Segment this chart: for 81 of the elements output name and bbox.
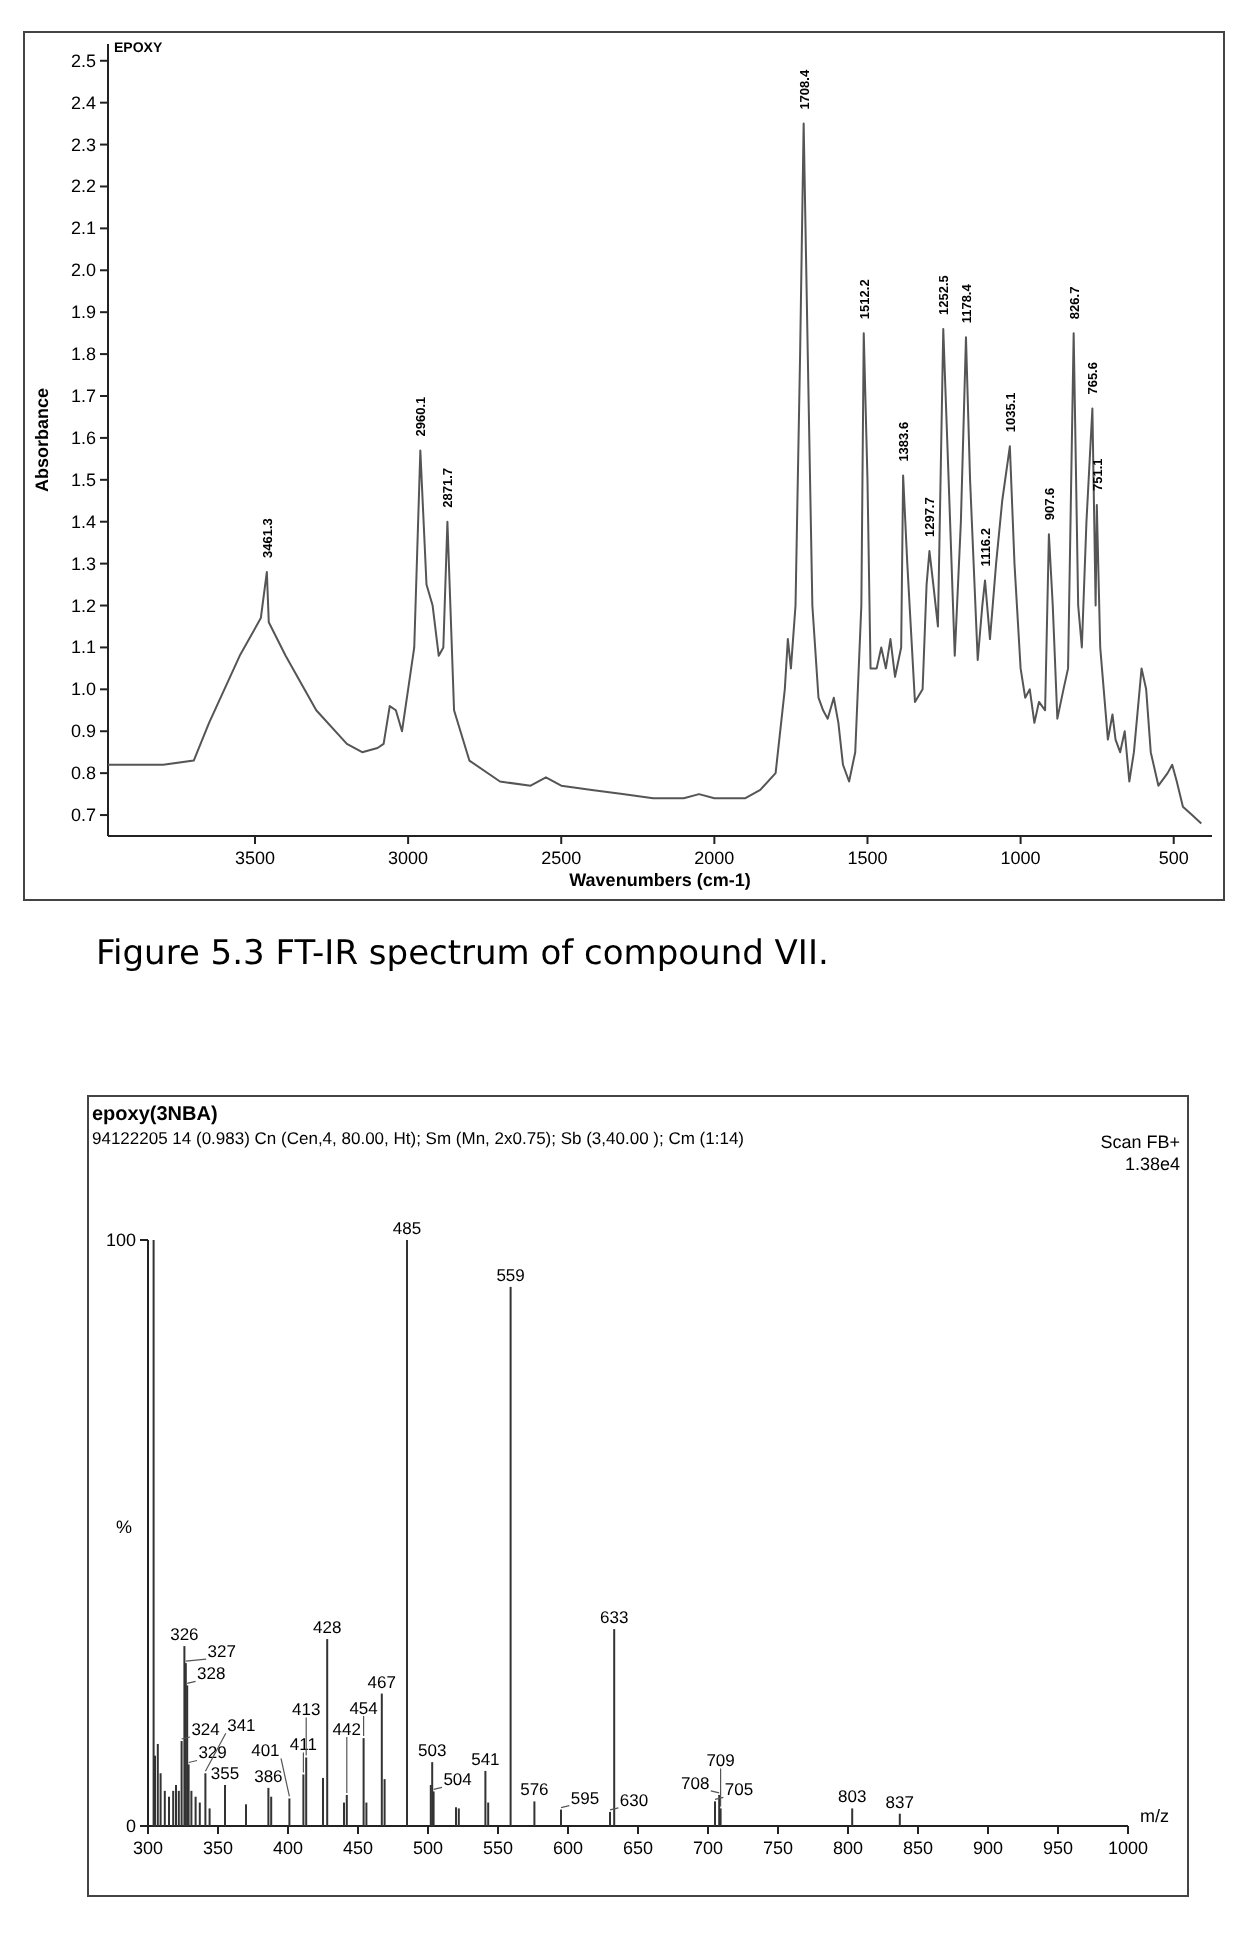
x-tick-label: 3500 — [234, 848, 276, 868]
y-tick-label: 2.5 — [70, 50, 96, 71]
x-tick-label: 750 — [762, 1838, 794, 1858]
x-tick-label: 1000 — [1000, 848, 1041, 868]
annotation: 576 — [520, 1779, 550, 1800]
x-tick-label: 700 — [692, 1838, 724, 1858]
annotation: 401 — [251, 1740, 281, 1761]
annotation: 559 — [496, 1264, 526, 1285]
y-tick-label: 1.9 — [70, 302, 96, 323]
x-tick-label: 950 — [1042, 1838, 1074, 1858]
annotation: 503 — [418, 1740, 447, 1761]
x-tick-label: 800 — [832, 1838, 864, 1858]
y-tick-label: 1.0 — [70, 679, 96, 700]
x-tick-label: 900 — [972, 1838, 1004, 1858]
annotation: 705 — [724, 1779, 754, 1800]
x-axis-title: Wavenumbers (cm-1) — [569, 870, 751, 890]
x-tick-label: 1000 — [1107, 1838, 1149, 1858]
x-tick-label: 500 — [412, 1838, 444, 1858]
y-tick-label: 1.2 — [70, 595, 96, 616]
annotation: 467 — [367, 1671, 397, 1692]
chart-title: epoxy(3NBA) — [92, 1104, 218, 1126]
text: 1.38e4 — [1124, 1154, 1180, 1174]
annotation: 709 — [706, 1750, 736, 1771]
y-tick-label: 0 — [125, 1816, 136, 1836]
y-axis-title: Absorbance — [32, 387, 52, 493]
y-tick-label: 1.8 — [70, 344, 96, 365]
annotation: 837 — [885, 1791, 915, 1812]
x-tick-label: 600 — [552, 1838, 584, 1858]
y-tick-label: 0.9 — [70, 721, 96, 742]
y-tick-label: 1.7 — [70, 386, 96, 406]
annotation: 355 — [210, 1762, 240, 1783]
annotation: 595 — [570, 1787, 600, 1808]
x-tick-label: 850 — [902, 1838, 934, 1858]
annotation: 411 — [289, 1734, 318, 1755]
annotation: 803 — [838, 1786, 867, 1807]
y-tick-label: 100 — [105, 1230, 136, 1250]
x-tick-label: 450 — [342, 1838, 374, 1858]
y-tick-label: 0.7 — [70, 805, 96, 826]
x-tick-label: 550 — [482, 1838, 514, 1858]
chart-subtitle: 94122205 14 (0.983) Cn (Cen,4, 80.00, Ht); Sm (Mn, 2x0.75); Sb (3,40.00 ); Cm (1:14) — [92, 1128, 745, 1148]
x-tick-label: 500 — [1158, 848, 1189, 868]
y-tick-label: 1.6 — [70, 427, 96, 448]
y-tick-label: 2.4 — [70, 92, 96, 113]
x-tick-label: 400 — [272, 1838, 304, 1858]
annotation: 504 — [443, 1769, 473, 1790]
x-tick-label: 350 — [202, 1838, 234, 1858]
annotation: 541 — [471, 1748, 501, 1769]
y-tick-label: 1.1 — [70, 637, 96, 658]
annotation: 485 — [392, 1218, 422, 1238]
annotation: 327 — [207, 1641, 237, 1662]
x-tick-label: 1500 — [847, 848, 888, 868]
y-tick-label: 2.3 — [70, 134, 96, 155]
y-tick-label: 2.2 — [70, 176, 96, 197]
annotation: 633 — [600, 1607, 629, 1628]
x-tick-label: 2000 — [694, 848, 735, 868]
y-tick-label: 0.8 — [70, 763, 96, 784]
annotation: 708 — [681, 1772, 710, 1793]
annotation: 386 — [254, 1765, 284, 1786]
x-tick-label: 650 — [622, 1838, 654, 1858]
y-axis-title: % — [115, 1517, 132, 1537]
annotation: 329 — [198, 1742, 228, 1763]
y-tick-label: 1.4 — [70, 511, 96, 532]
annotation: 442 — [332, 1718, 362, 1739]
annotation: 328 — [197, 1663, 226, 1684]
text: Scan FB+ — [1100, 1132, 1180, 1152]
y-tick-label: 2.1 — [70, 218, 96, 239]
y-tick-label: 2.0 — [70, 260, 96, 281]
y-tick-label: 1.5 — [70, 469, 96, 490]
annotation: 630 — [619, 1789, 649, 1810]
annotation: 341 — [227, 1715, 257, 1736]
x-tick-label: 3000 — [388, 848, 429, 868]
x-tick-label: 2500 — [541, 848, 582, 868]
annotation: 428 — [313, 1617, 342, 1638]
annotation: 413 — [292, 1699, 321, 1720]
annotation: 454 — [349, 1698, 379, 1719]
annotation: 326 — [170, 1624, 200, 1645]
annotation: 324 — [191, 1719, 221, 1740]
y-tick-label: 1.3 — [70, 553, 96, 574]
x-axis-title: m/z — [1140, 1806, 1170, 1826]
x-tick-label: 300 — [132, 1838, 164, 1858]
caption: Figure 5.3 FT-IR spectrum of compound VII. — [96, 934, 829, 974]
